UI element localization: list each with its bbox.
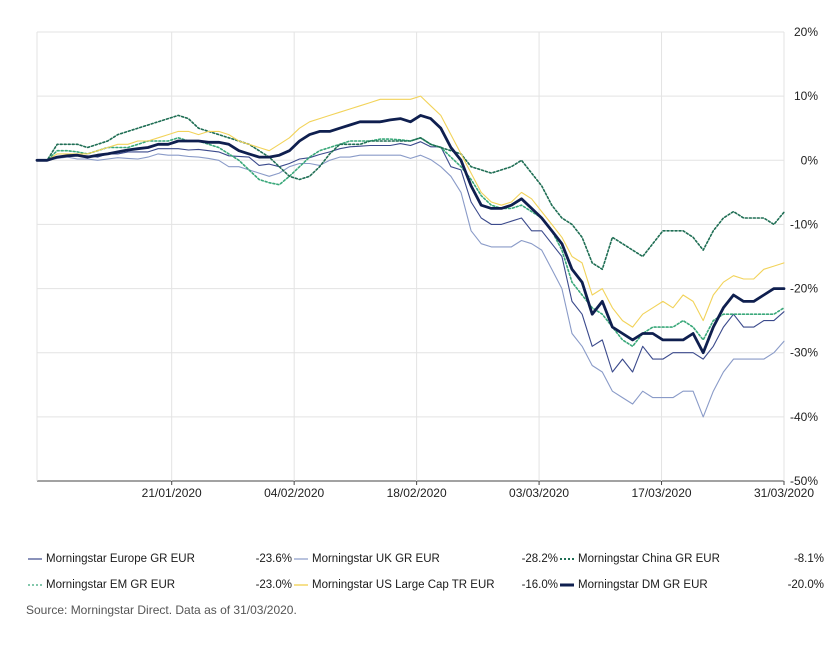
line-chart: 20% 10% 0% -10% -20% -30% -40% -50% 21/01/2020 04…	[35, 25, 819, 500]
x-tick-label: 21/01/2020	[142, 486, 202, 500]
y-tick-label: 10%	[794, 89, 818, 103]
legend-item-europe: Morningstar Europe GR EUR -23.6%	[28, 553, 294, 565]
legend-swatch-dm	[560, 581, 574, 589]
legend-label: Morningstar US Large Cap TR EUR	[312, 579, 495, 591]
legend-row: Morningstar Europe GR EUR -23.6% Morning…	[28, 546, 826, 572]
y-tick-label: -20%	[790, 282, 818, 296]
legend-label: Morningstar UK GR EUR	[312, 553, 440, 565]
series-line-morningstar-us-large-cap-tr-eur	[36, 95, 785, 328]
legend-label: Morningstar DM GR EUR	[578, 579, 708, 591]
y-tick-label: 20%	[794, 25, 818, 39]
legend-swatch-europe	[28, 555, 42, 563]
series-line-morningstar-dm-gr-eur	[35, 114, 786, 355]
legend-value: -23.0%	[255, 579, 292, 591]
legend-swatch-china	[560, 555, 574, 563]
y-tick-label: -50%	[790, 474, 818, 488]
y-tick-label: -40%	[790, 410, 818, 424]
source-note: Source: Morningstar Direct. Data as of 3…	[26, 603, 297, 617]
series-line-morningstar-uk-gr-eur	[36, 153, 785, 418]
legend: Morningstar Europe GR EUR -23.6% Morning…	[28, 546, 826, 598]
legend-item-china: Morningstar China GR EUR -8.1%	[560, 553, 826, 565]
legend-item-uk: Morningstar UK GR EUR -28.2%	[294, 553, 560, 565]
legend-item-us: Morningstar US Large Cap TR EUR -16.0%	[294, 579, 560, 591]
x-tick-label: 17/03/2020	[632, 486, 692, 500]
series-line-morningstar-em-gr-eur	[36, 137, 785, 348]
series-line-morningstar-europe-gr-eur	[36, 141, 785, 373]
legend-label: Morningstar EM GR EUR	[46, 579, 176, 591]
y-tick-label: -30%	[790, 346, 818, 360]
legend-item-dm: Morningstar DM GR EUR -20.0%	[560, 579, 826, 591]
y-tick-label: -10%	[790, 217, 818, 231]
series-line-morningstar-china-gr-eur	[36, 114, 785, 271]
legend-row: Morningstar EM GR EUR -23.0% Morningstar…	[28, 572, 826, 598]
legend-value: -23.6%	[255, 553, 292, 565]
legend-label: Morningstar Europe GR EUR	[46, 553, 195, 565]
x-tick-label: 31/03/2020	[754, 486, 814, 500]
y-tick-label: 0%	[801, 153, 819, 167]
legend-swatch-em	[28, 581, 42, 589]
legend-swatch-us	[294, 581, 308, 589]
legend-value: -28.2%	[521, 553, 558, 565]
legend-value: -8.1%	[793, 553, 824, 565]
legend-value: -20.0%	[787, 579, 824, 591]
legend-label: Morningstar China GR EUR	[578, 553, 720, 565]
legend-item-em: Morningstar EM GR EUR -23.0%	[28, 579, 294, 591]
legend-value: -16.0%	[521, 579, 558, 591]
x-tick-label: 04/02/2020	[264, 486, 324, 500]
legend-swatch-uk	[294, 555, 308, 563]
x-tick-label: 18/02/2020	[387, 486, 447, 500]
x-tick-label: 03/03/2020	[509, 486, 569, 500]
